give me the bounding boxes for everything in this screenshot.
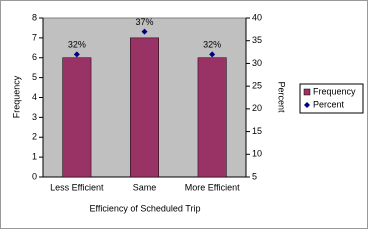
y-tick-label: 6: [32, 52, 37, 62]
y2-axis-label: Percent: [277, 81, 287, 113]
y2-tick-label: 35: [252, 35, 262, 45]
y2-tick-label: 30: [252, 58, 262, 68]
y2-tick-label: 20: [252, 103, 262, 113]
y-tick-label: 3: [32, 112, 37, 122]
page: Efficiency of Scheduled Trip Frequency P…: [0, 0, 368, 229]
legend-label: Frequency: [313, 86, 356, 96]
y2-tick-label: 40: [252, 12, 262, 22]
legend-label: Percent: [313, 99, 345, 109]
y-axis-label: Frequency: [11, 75, 21, 118]
y2-tick-label: 10: [252, 149, 262, 159]
x-tick-label: Same: [133, 182, 157, 192]
y-tick-label: 1: [32, 152, 37, 162]
y2-tick-label: 25: [252, 81, 262, 91]
marker: [209, 51, 216, 58]
y-tick-label: 7: [32, 32, 37, 42]
y2-tick-label: 15: [252, 126, 262, 136]
bar: [130, 37, 159, 178]
bar: [197, 57, 227, 178]
marker: [73, 51, 80, 58]
y-tick-label: 0: [32, 171, 37, 181]
x-axis-label: Efficiency of Scheduled Trip: [90, 203, 201, 213]
chart: Efficiency of Scheduled Trip Frequency P…: [0, 0, 368, 229]
bar: [62, 57, 92, 178]
data-label: 32%: [68, 40, 86, 50]
marker: [141, 28, 148, 35]
legend-swatch: [303, 88, 311, 96]
legend-box: [299, 83, 364, 114]
y-tick-label: 8: [32, 12, 37, 22]
x-tick-label: More Efficient: [185, 182, 240, 192]
y-tick-label: 2: [32, 132, 37, 142]
y-tick-label: 4: [32, 92, 37, 102]
y2-tick-label: 5: [252, 171, 257, 181]
data-label: 32%: [203, 40, 221, 50]
x-tick-label: Less Efficient: [50, 182, 104, 192]
data-label: 37%: [135, 17, 153, 27]
y-tick-label: 5: [32, 72, 37, 82]
legend-swatch: [304, 102, 310, 108]
